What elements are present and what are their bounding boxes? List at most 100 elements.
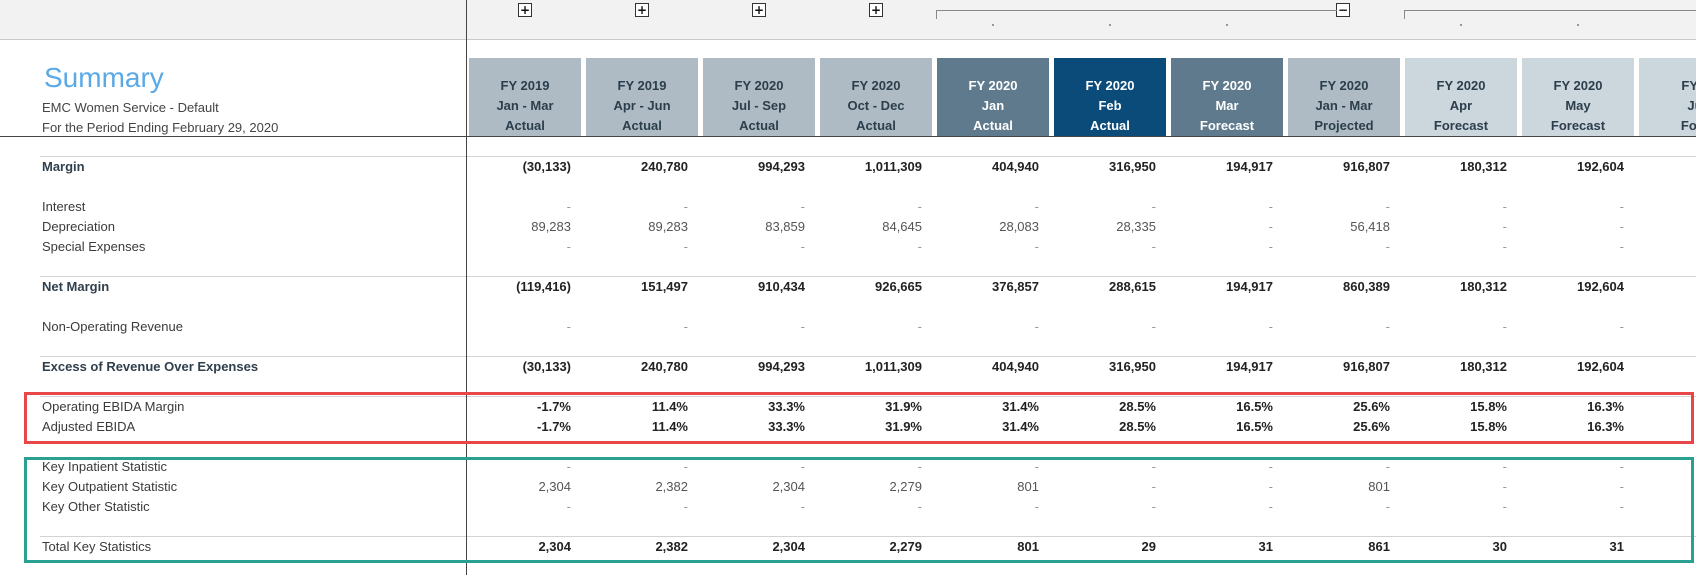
table-cell[interactable]: 28.5% [1119, 399, 1156, 414]
table-cell[interactable]: - [1502, 479, 1507, 494]
table-cell[interactable]: - [917, 319, 922, 334]
table-cell[interactable]: 56,418 [1350, 219, 1390, 234]
table-cell[interactable]: - [1034, 199, 1039, 214]
table-cell[interactable]: 16.3% [1587, 419, 1624, 434]
table-cell[interactable]: 30 [1492, 539, 1507, 554]
table-cell[interactable]: 180,312 [1460, 359, 1507, 374]
table-cell[interactable]: - [566, 499, 571, 514]
column-header[interactable]: FY 2020 Oct - Dec Actual [820, 58, 932, 136]
table-cell[interactable]: - [1151, 479, 1156, 494]
table-cell[interactable]: 16.3% [1587, 399, 1624, 414]
table-cell[interactable]: - [1619, 239, 1624, 254]
table-cell[interactable]: 801 [1368, 479, 1390, 494]
table-cell[interactable]: - [1268, 219, 1273, 234]
table-cell[interactable]: - [1034, 459, 1039, 474]
table-cell[interactable]: 192,604 [1577, 359, 1624, 374]
table-cell[interactable]: 31.9% [885, 399, 922, 414]
column-header[interactable]: FY 2020 Mar Forecast [1171, 58, 1283, 136]
table-cell[interactable]: 31.4% [1002, 399, 1039, 414]
table-cell[interactable]: - [1151, 239, 1156, 254]
table-cell[interactable]: - [1502, 319, 1507, 334]
table-cell[interactable]: - [917, 239, 922, 254]
column-header[interactable]: FY 2019 Jan - Mar Actual [469, 58, 581, 136]
table-cell[interactable]: - [1151, 499, 1156, 514]
table-cell[interactable]: - [917, 499, 922, 514]
table-cell[interactable]: 994,293 [758, 159, 805, 174]
table-cell[interactable]: 2,304 [538, 479, 571, 494]
table-cell[interactable]: 192,604 [1577, 159, 1624, 174]
table-cell[interactable]: - [683, 319, 688, 334]
table-cell[interactable]: - [1502, 459, 1507, 474]
table-cell[interactable]: 31.9% [885, 419, 922, 434]
table-cell[interactable]: 16.5% [1236, 399, 1273, 414]
table-cell[interactable]: - [1268, 239, 1273, 254]
table-cell[interactable]: - [800, 459, 805, 474]
expand-group-button[interactable]: + [635, 3, 649, 17]
table-cell[interactable]: 404,940 [992, 159, 1039, 174]
table-cell[interactable]: - [566, 459, 571, 474]
table-cell[interactable]: 994,293 [758, 359, 805, 374]
table-cell[interactable]: 2,304 [772, 539, 805, 554]
table-cell[interactable]: - [1151, 199, 1156, 214]
table-cell[interactable]: 194,917 [1226, 279, 1273, 294]
table-cell[interactable]: - [1502, 499, 1507, 514]
table-cell[interactable]: - [1268, 459, 1273, 474]
table-cell[interactable]: 84,645 [882, 219, 922, 234]
table-cell[interactable]: 31 [1609, 539, 1624, 554]
table-cell[interactable]: 31.4% [1002, 419, 1039, 434]
table-cell[interactable]: - [1385, 199, 1390, 214]
table-cell[interactable]: - [1034, 499, 1039, 514]
table-cell[interactable]: - [1268, 319, 1273, 334]
table-cell[interactable]: 192,604 [1577, 279, 1624, 294]
table-cell[interactable]: 860,389 [1343, 279, 1390, 294]
column-header[interactable]: FY 2020 Jan Actual [937, 58, 1049, 136]
table-cell[interactable]: 916,807 [1343, 159, 1390, 174]
table-cell[interactable]: 31 [1258, 539, 1273, 554]
collapse-group-button[interactable]: − [1336, 3, 1350, 17]
table-cell[interactable]: 316,950 [1109, 159, 1156, 174]
table-cell[interactable]: 801 [1017, 539, 1039, 554]
table-cell[interactable]: - [1151, 459, 1156, 474]
table-cell[interactable]: 801 [1017, 479, 1039, 494]
table-cell[interactable]: 83,859 [765, 219, 805, 234]
table-cell[interactable]: 240,780 [641, 159, 688, 174]
table-cell[interactable]: - [1619, 219, 1624, 234]
table-cell[interactable]: - [1502, 219, 1507, 234]
table-cell[interactable]: 376,857 [992, 279, 1039, 294]
table-cell[interactable]: - [566, 319, 571, 334]
expand-group-button[interactable]: + [518, 3, 532, 17]
column-header[interactable]: FY 2020 Jan - Mar Projected [1288, 58, 1400, 136]
table-cell[interactable]: - [1385, 459, 1390, 474]
table-cell[interactable]: 926,665 [875, 279, 922, 294]
expand-group-button[interactable]: + [869, 3, 883, 17]
table-cell[interactable]: 180,312 [1460, 279, 1507, 294]
table-cell[interactable]: - [1502, 199, 1507, 214]
table-cell[interactable]: 194,917 [1226, 159, 1273, 174]
table-cell[interactable]: 16.5% [1236, 419, 1273, 434]
table-cell[interactable]: - [1502, 239, 1507, 254]
column-header[interactable]: FY 2 Ju Fore [1639, 58, 1696, 136]
column-header[interactable]: FY 2019 Apr - Jun Actual [586, 58, 698, 136]
column-header[interactable]: FY 2020 Feb Actual [1054, 58, 1166, 136]
table-cell[interactable]: 2,382 [655, 539, 688, 554]
column-header[interactable]: FY 2020 May Forecast [1522, 58, 1634, 136]
table-cell[interactable]: (30,133) [522, 159, 571, 174]
table-cell[interactable]: 240,780 [641, 359, 688, 374]
table-cell[interactable]: (30,133) [522, 359, 571, 374]
table-cell[interactable]: - [800, 239, 805, 254]
table-cell[interactable]: 2,382 [655, 479, 688, 494]
table-cell[interactable]: 11.4% [651, 399, 688, 414]
table-cell[interactable]: -1.7% [537, 419, 571, 434]
column-header[interactable]: FY 2020 Apr Forecast [1405, 58, 1517, 136]
table-cell[interactable]: - [1385, 239, 1390, 254]
table-cell[interactable]: 194,917 [1226, 359, 1273, 374]
table-cell[interactable]: 2,279 [889, 539, 922, 554]
table-cell[interactable]: - [566, 239, 571, 254]
table-cell[interactable]: - [1034, 319, 1039, 334]
table-cell[interactable]: 11.4% [651, 419, 688, 434]
table-cell[interactable]: 2,304 [772, 479, 805, 494]
table-cell[interactable]: - [683, 239, 688, 254]
table-cell[interactable]: - [1385, 499, 1390, 514]
table-cell[interactable]: - [566, 199, 571, 214]
table-cell[interactable]: -1.7% [537, 399, 571, 414]
